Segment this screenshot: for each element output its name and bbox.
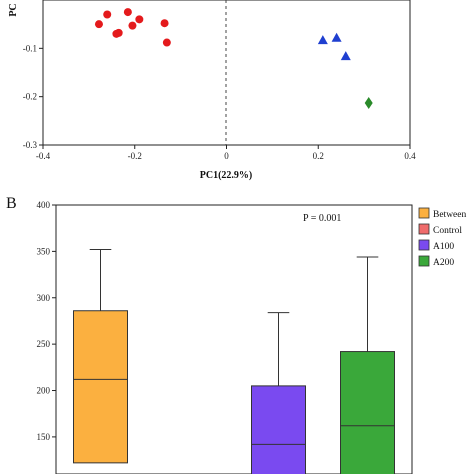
box <box>340 351 395 474</box>
y-ticks: 400 350 300 250 200 150 <box>37 200 56 442</box>
point-circle <box>162 38 171 47</box>
boxes <box>73 249 395 474</box>
legend-swatch <box>418 207 430 219</box>
legend-label: A200 <box>433 258 454 268</box>
p-value-annotation: P = 0.001 <box>303 213 341 224</box>
point-triangle <box>317 35 328 45</box>
legend-swatch <box>418 255 430 267</box>
y-tick-label: 150 <box>37 432 51 442</box>
y-tick-label: -0.2 <box>23 92 37 102</box>
point-circle <box>128 21 137 30</box>
points <box>94 8 373 109</box>
point-circle <box>103 10 112 19</box>
legend: Between Control A100 A200 <box>418 207 466 268</box>
y-axis-label: PC <box>8 3 19 16</box>
point-circle <box>160 19 169 28</box>
x-axis-label: PC1(22.9%) <box>200 170 253 181</box>
y-tick-label: 250 <box>37 339 51 349</box>
point-circle <box>94 20 103 29</box>
legend-swatch <box>418 223 430 235</box>
y-tick-label: 300 <box>37 293 51 303</box>
y-tick-label: 350 <box>37 246 51 256</box>
point-circle <box>114 28 123 37</box>
plot-frame <box>55 204 413 474</box>
y-tick-label: -0.3 <box>23 140 38 150</box>
x-tick-label: 0.2 <box>313 151 324 161</box>
y-tick-label: -0.1 <box>23 43 37 53</box>
point-circle <box>123 8 132 17</box>
y-tick-label: 200 <box>37 386 51 396</box>
box <box>251 385 306 474</box>
x-tick-label: -0.4 <box>36 151 51 161</box>
legend-swatch <box>418 239 430 251</box>
pca-scatter-panel: -0.1-0.2-0.3 -0.4 -0.2 0 0.2 0.4 PC1(22.9%) … <box>8 0 416 181</box>
y-ticks: -0.1 -0.2 -0.3 <box>23 43 43 150</box>
x-ticks: -0.4 -0.2 0 0.2 0.4 <box>36 145 416 161</box>
boxplot-panel: B 400 350 300 250 200 150 P = 0.001 Between Co… <box>6 195 466 474</box>
x-tick-label: -0.2 <box>128 151 142 161</box>
y-tick-label: 400 <box>37 200 51 210</box>
x-tick-label: 0 <box>224 151 229 161</box>
box <box>73 310 128 464</box>
legend-label: Control <box>433 226 462 236</box>
panel-letter: B <box>6 195 17 212</box>
point-triangle <box>340 51 351 61</box>
legend-label: Between <box>433 210 466 220</box>
point-diamond <box>364 96 373 109</box>
point-triangle <box>331 32 342 42</box>
x-tick-label: 0.4 <box>404 151 416 161</box>
legend-label: A100 <box>433 242 454 252</box>
point-circle <box>135 15 144 24</box>
